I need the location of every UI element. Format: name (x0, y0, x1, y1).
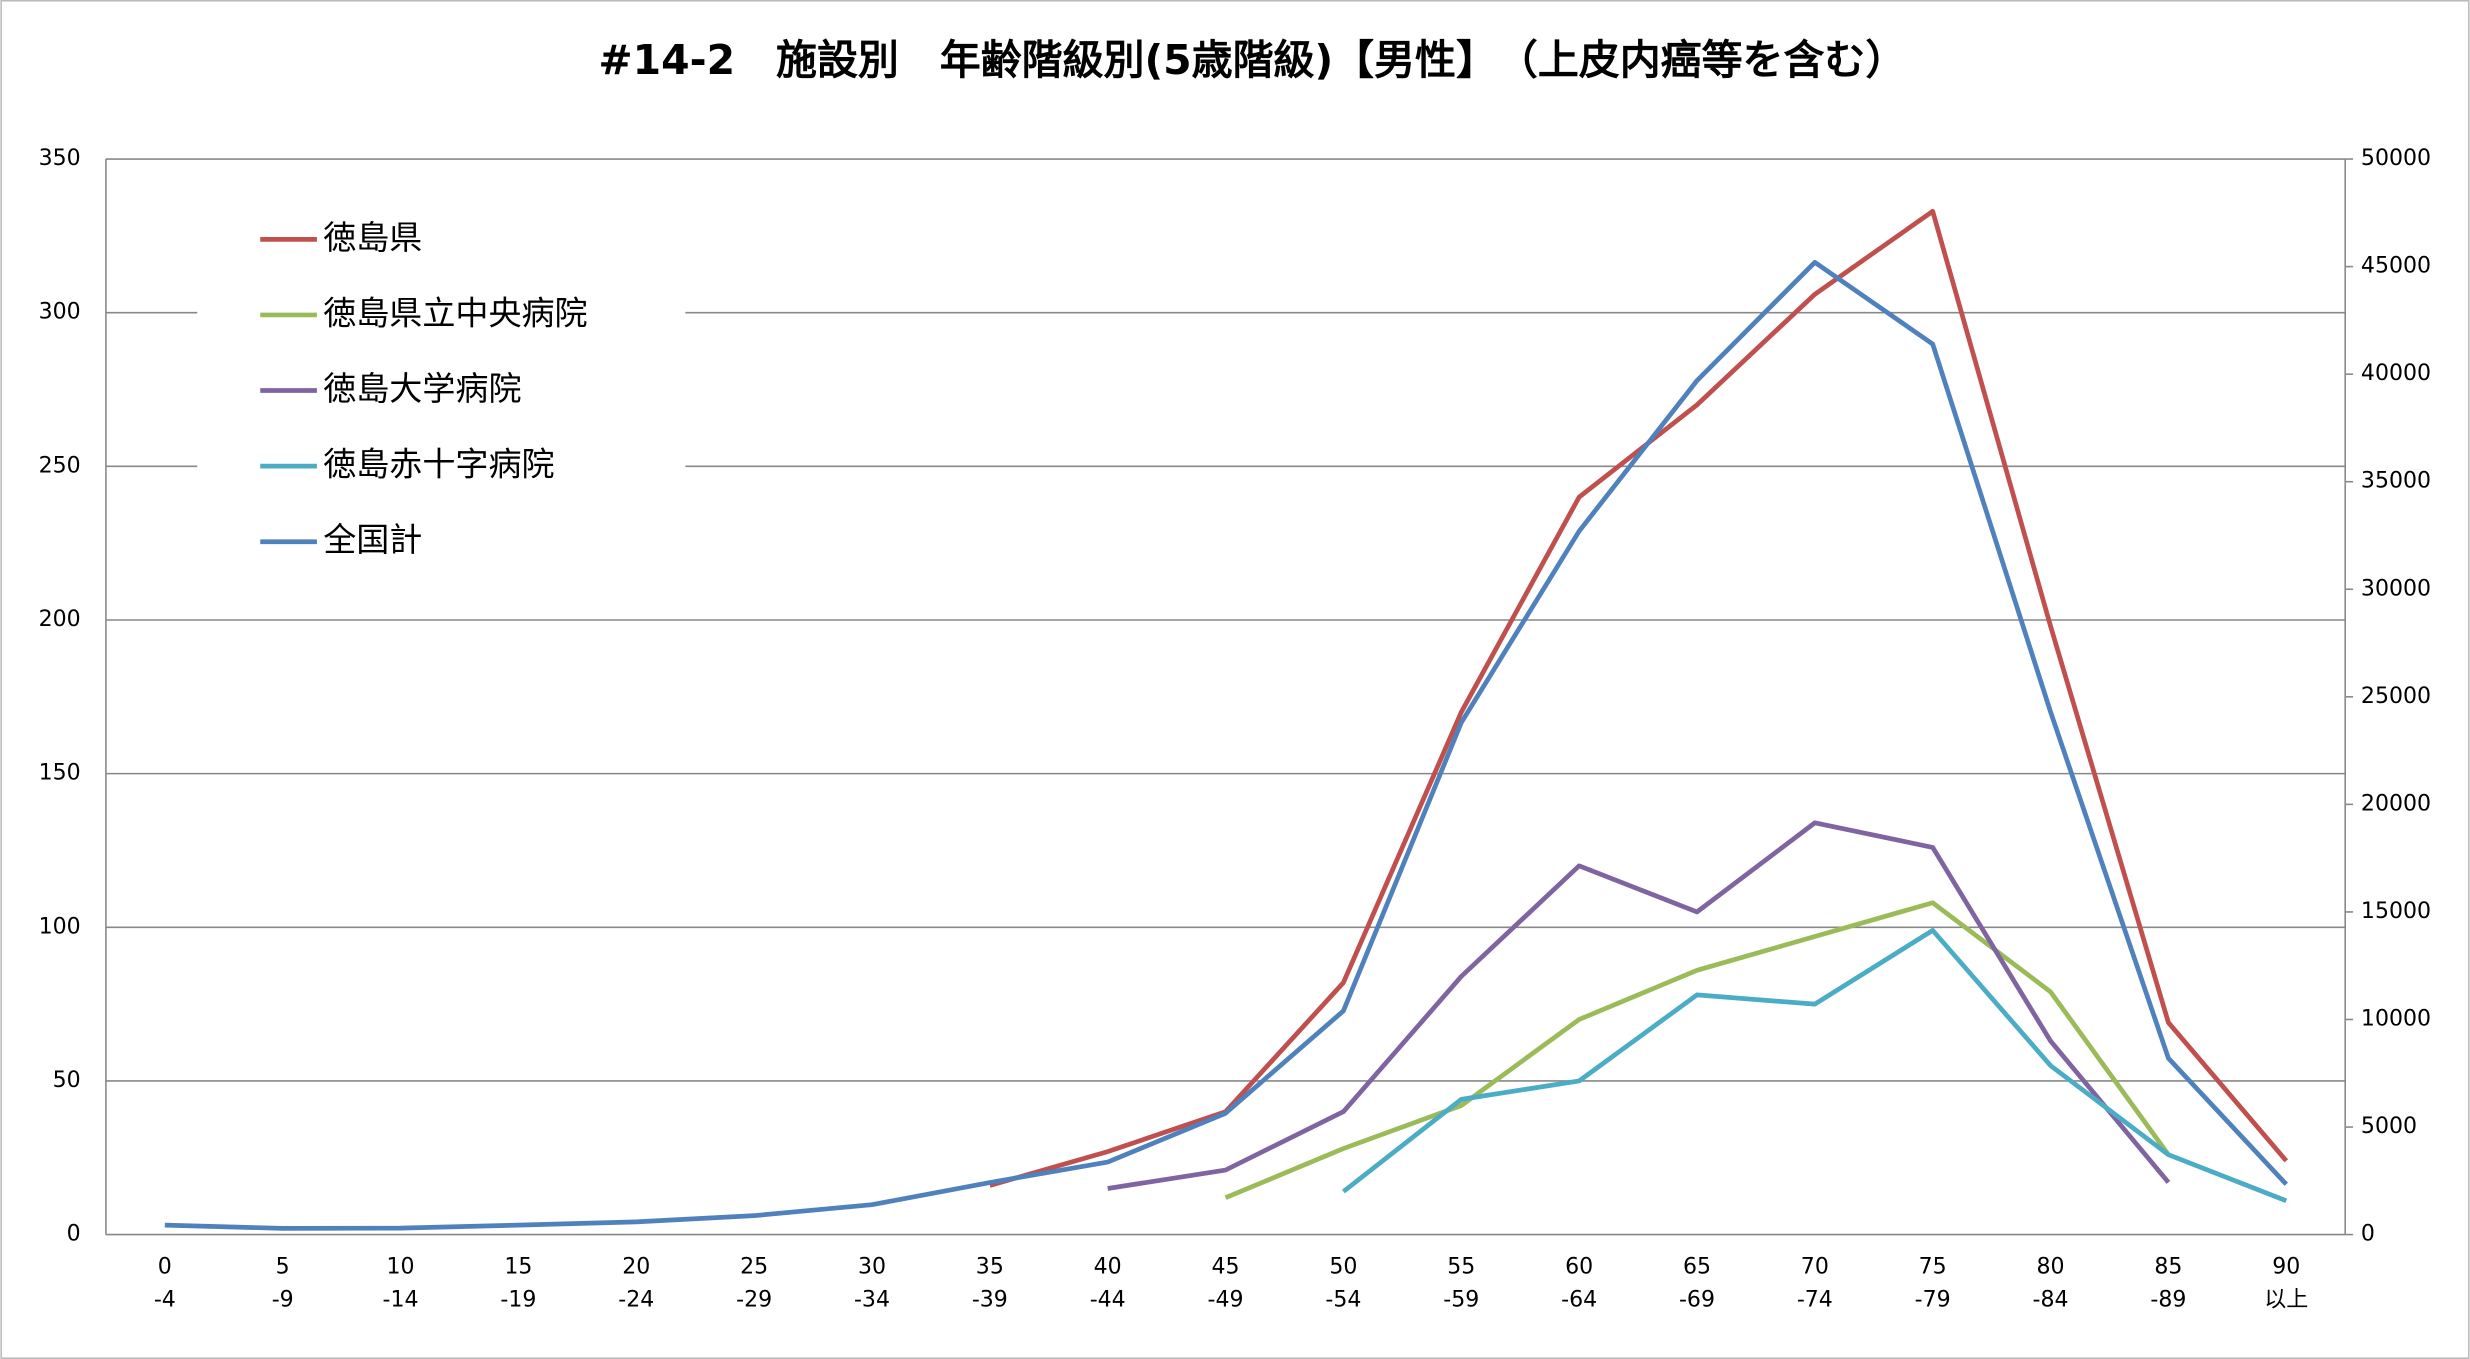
x-tick-label: -84 (2033, 1288, 2069, 1313)
y-tick-label: 300 (39, 300, 81, 325)
y2-tick-label: 45000 (2361, 254, 2431, 279)
x-tick-label: 35 (976, 1255, 1004, 1280)
y2-tick-label: 5000 (2361, 1114, 2417, 1139)
legend-label: 徳島県 (323, 218, 422, 257)
x-tick-label: -44 (1090, 1288, 1126, 1313)
x-tick-label: 30 (858, 1255, 886, 1280)
y2-tick-label: 10000 (2361, 1006, 2431, 1031)
x-tick-label: -54 (1325, 1288, 1361, 1313)
line-series (164, 259, 2288, 1231)
chart-title: #14-2 施設別 年齢階級別(5歳階級)【男性】 （上皮内癌等を含む） (598, 36, 1906, 84)
line-series (1341, 928, 2288, 1203)
legend-label: 全国計 (323, 520, 422, 559)
y-tick-label: 0 (67, 1222, 81, 1247)
y2-tick-label: 40000 (2361, 361, 2431, 386)
x-tick-label: 45 (1212, 1255, 1240, 1280)
y2-tick-label: 50000 (2361, 146, 2431, 171)
x-tick-label: 以上 (2264, 1288, 2308, 1313)
x-tick-label: -4 (154, 1288, 176, 1313)
y-tick-label: 350 (39, 146, 81, 171)
x-tick-label: 85 (2154, 1255, 2182, 1280)
x-tick-label: 65 (1683, 1255, 1711, 1280)
y2-tick-label: 15000 (2361, 899, 2431, 924)
x-tick-label: 60 (1565, 1255, 1593, 1280)
x-tick-label: 5 (276, 1255, 290, 1280)
x-tick-label: 20 (622, 1255, 650, 1280)
x-tick-label: -69 (1679, 1288, 1715, 1313)
y-tick-label: 250 (39, 453, 81, 478)
x-tick-label: -19 (500, 1288, 536, 1313)
x-tick-label: -59 (1443, 1288, 1479, 1313)
y2-tick-label: 20000 (2361, 791, 2431, 816)
x-tick-label: -49 (1208, 1288, 1244, 1313)
x-tick-label: -14 (383, 1288, 419, 1313)
line-series (1224, 900, 2171, 1200)
x-tick-label: -79 (1915, 1288, 1951, 1313)
x-tick-label: 10 (387, 1255, 415, 1280)
y2-tick-label: 25000 (2361, 684, 2431, 709)
x-tick-label: 0 (158, 1255, 172, 1280)
x-tick-label: -74 (1797, 1288, 1833, 1313)
x-tick-label: -29 (736, 1288, 772, 1313)
x-tick-label: 40 (1094, 1255, 1122, 1280)
x-tick-label: -39 (972, 1288, 1008, 1313)
y2-tick-label: 35000 (2361, 469, 2431, 494)
y2-tick-label: 0 (2361, 1222, 2375, 1247)
y-tick-label: 100 (39, 914, 81, 939)
x-tick-label: 90 (2272, 1255, 2300, 1280)
y-tick-label: 200 (39, 607, 81, 632)
x-tick-label: 25 (740, 1255, 768, 1280)
x-tick-label: 75 (1919, 1255, 1947, 1280)
x-tick-label: -64 (1561, 1288, 1597, 1313)
y2-tick-label: 30000 (2361, 576, 2431, 601)
x-tick-label: -34 (854, 1288, 890, 1313)
x-tick-label: 70 (1801, 1255, 1829, 1280)
y-tick-label: 150 (39, 761, 81, 786)
legend-label: 徳島県立中央病院 (323, 293, 587, 332)
x-tick-label: 15 (504, 1255, 532, 1280)
x-tick-label: 80 (2037, 1255, 2065, 1280)
y-tick-label: 50 (53, 1068, 81, 1093)
x-tick-label: 50 (1329, 1255, 1357, 1280)
legend-label: 徳島赤十字病院 (323, 445, 554, 484)
line-series (1107, 820, 2171, 1191)
x-tick-label: -24 (618, 1288, 654, 1313)
x-tick-label: 55 (1447, 1255, 1475, 1280)
x-tick-label: -89 (2150, 1288, 2186, 1313)
line-series (989, 208, 2289, 1188)
x-tick-label: -9 (272, 1288, 294, 1313)
legend-label: 徳島大学病院 (323, 369, 521, 408)
